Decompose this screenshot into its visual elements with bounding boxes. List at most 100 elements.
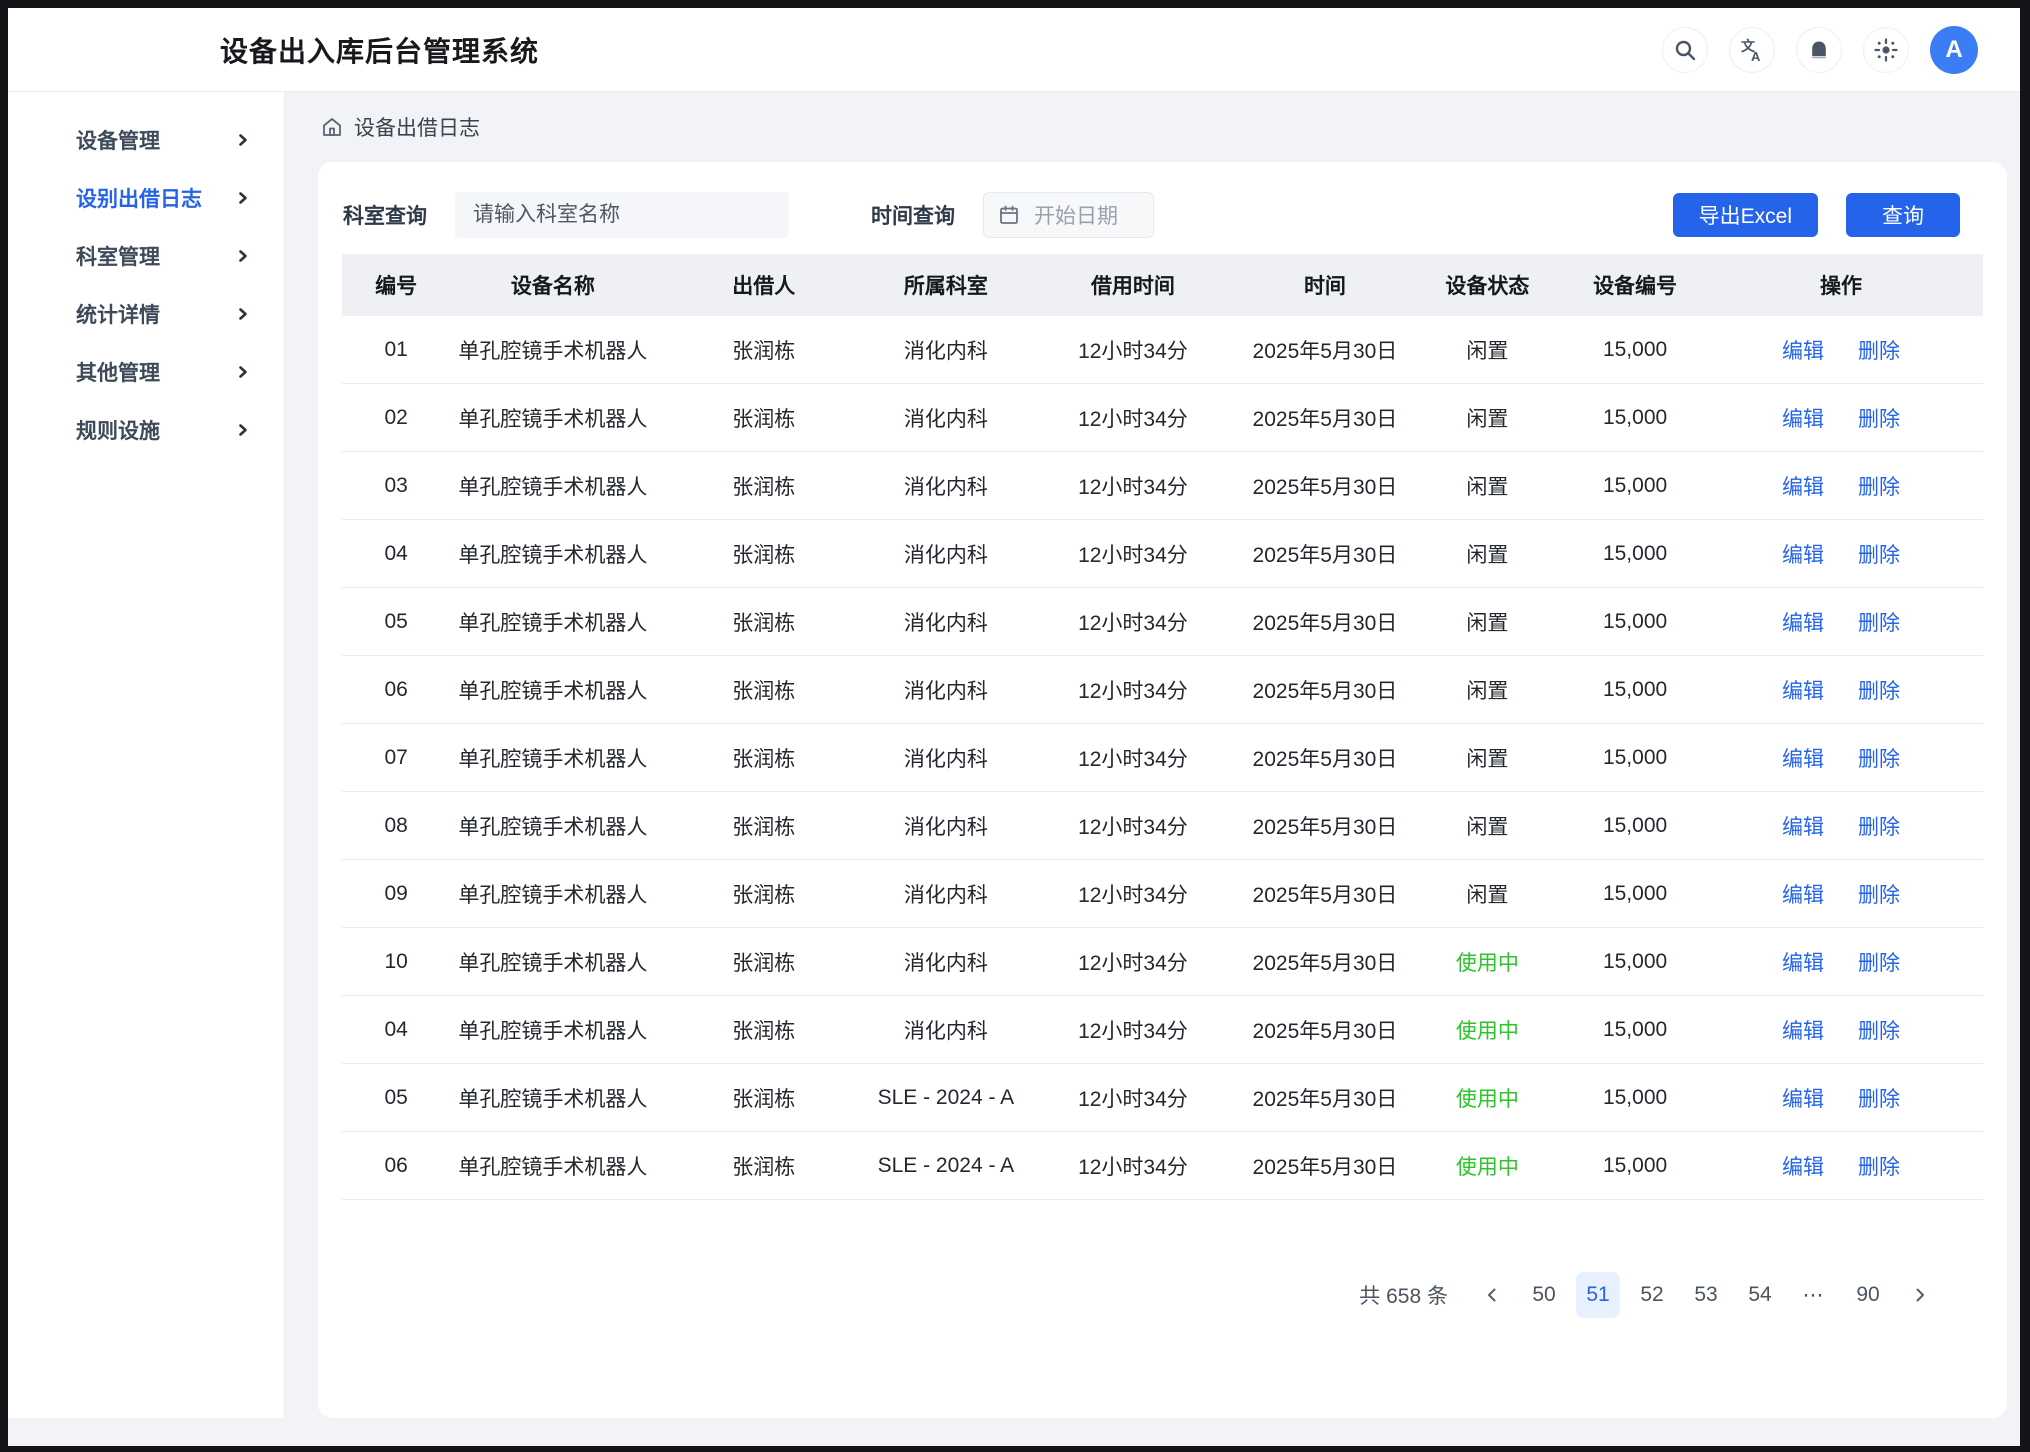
pagination-total: 共 658 条 [1359,1285,1448,1308]
delete-link[interactable]: 删除 [1858,951,1900,975]
cell-code: 15,000 [1602,541,1668,565]
sidebar-item-3[interactable]: 科室管理 [8,234,284,278]
home-icon[interactable] [320,115,344,139]
table-row: 05 单孔腔镜手术机器人 张润栋 消化内科 12小时34分 2025年5月30日 闲置 15,… [342,588,1983,656]
delete-link[interactable]: 删除 [1858,339,1900,363]
delete-link[interactable]: 删除 [1858,475,1900,499]
edit-link[interactable]: 编辑 [1782,475,1824,499]
edit-link[interactable]: 编辑 [1782,951,1824,975]
cell-date: 2025年5月30日 [1252,611,1398,635]
edit-link[interactable]: 编辑 [1782,611,1824,635]
start-date-picker[interactable]: 开始日期 [983,192,1154,238]
sidebar-item-label: 规则设施 [76,420,160,443]
cell-dept: SLE - 2024 - A [877,1085,1015,1109]
delete-link[interactable]: 删除 [1858,1019,1900,1043]
chevron-right-icon [236,365,250,379]
delete-link[interactable]: 删除 [1858,883,1900,907]
edit-link[interactable]: 编辑 [1782,883,1824,907]
cell-code: 15,000 [1602,609,1668,633]
cell-dept: 消化内科 [903,1019,988,1043]
cell-id: 06 [384,677,408,701]
sidebar-item-label: 科室管理 [76,246,160,269]
bell-icon[interactable] [1796,26,1842,73]
cell-name: 单孔腔镜手术机器人 [458,1155,648,1179]
pagination-page-52[interactable]: 52 [1640,1283,1664,1306]
cell-lender: 张润栋 [732,815,796,839]
delete-link[interactable]: 删除 [1858,1155,1900,1179]
cell-id: 09 [384,881,408,905]
cell-code: 15,000 [1602,745,1668,769]
edit-link[interactable]: 编辑 [1782,407,1824,431]
pagination-page-90[interactable]: 90 [1856,1283,1880,1306]
edit-link[interactable]: 编辑 [1782,815,1824,839]
sidebar-item-2[interactable]: 设别出借日志 [8,176,284,220]
table-row: 10 单孔腔镜手术机器人 张润栋 消化内科 12小时34分 2025年5月30日 使用中 15… [342,928,1983,996]
pagination-page-50[interactable]: 50 [1532,1283,1556,1306]
cell-status: 闲置 [1466,543,1509,567]
delete-link[interactable]: 删除 [1858,679,1900,703]
column-header-actions: 操作 [1820,275,1862,298]
pagination-ellipsis: ⋯ [1802,1283,1826,1307]
cell-name: 单孔腔镜手术机器人 [458,815,648,839]
sidebar-item-1[interactable]: 设备管理 [8,118,284,162]
edit-link[interactable]: 编辑 [1782,747,1824,771]
cell-actions: 编辑 删除 [1699,743,1983,773]
dept-search-input[interactable] [455,192,789,238]
cell-duration: 12小时34分 [1078,679,1188,703]
pagination-page-51[interactable]: 51 [1576,1272,1620,1318]
edit-link[interactable]: 编辑 [1782,1087,1824,1111]
delete-link[interactable]: 删除 [1858,1087,1900,1111]
settings-icon[interactable] [1863,26,1909,73]
cell-id: 06 [384,1153,408,1177]
pagination-next-icon[interactable] [1900,1272,1940,1318]
column-header-id: 编号 [375,275,418,298]
sidebar-item-label: 其他管理 [76,362,160,385]
main-content: 设备出借日志 科室查询 时间查询 开始日期 导出Excel 查询 [285,92,2020,1418]
sidebar-item-5[interactable]: 其他管理 [8,350,284,394]
delete-link[interactable]: 删除 [1858,407,1900,431]
cell-id: 02 [384,405,408,429]
cell-status: 使用中 [1455,951,1519,975]
cell-date: 2025年5月30日 [1252,883,1398,907]
cell-date: 2025年5月30日 [1252,679,1398,703]
cell-duration: 12小时34分 [1078,883,1188,907]
breadcrumb: 设备出借日志 [285,92,2020,162]
pagination-page-54[interactable]: 54 [1748,1283,1772,1306]
cell-duration: 12小时34分 [1078,407,1188,431]
cell-actions: 编辑 删除 [1699,607,1983,637]
svg-text:A: A [1751,49,1761,63]
edit-link[interactable]: 编辑 [1782,339,1824,363]
delete-link[interactable]: 删除 [1858,747,1900,771]
delete-link[interactable]: 删除 [1858,543,1900,567]
cell-lender: 张润栋 [732,1019,796,1043]
cell-date: 2025年5月30日 [1252,951,1398,975]
avatar[interactable]: A [1930,25,1978,74]
edit-link[interactable]: 编辑 [1782,679,1824,703]
cell-code: 15,000 [1602,1017,1668,1041]
delete-link[interactable]: 删除 [1858,815,1900,839]
cell-actions: 编辑 删除 [1699,471,1983,501]
pagination-page-53[interactable]: 53 [1694,1283,1718,1306]
pagination-prev-icon[interactable] [1472,1272,1512,1318]
sidebar-item-6[interactable]: 规则设施 [8,408,284,452]
edit-link[interactable]: 编辑 [1782,1019,1824,1043]
search-icon[interactable] [1662,26,1708,73]
cell-lender: 张润栋 [732,1087,796,1111]
edit-link[interactable]: 编辑 [1782,1155,1824,1179]
cell-status: 闲置 [1466,883,1509,907]
cell-dept: 消化内科 [903,815,988,839]
cell-duration: 12小时34分 [1078,543,1188,567]
cell-duration: 12小时34分 [1078,1087,1188,1111]
query-button[interactable]: 查询 [1846,193,1960,237]
sidebar-item-4[interactable]: 统计详情 [8,292,284,336]
table-row: 03 单孔腔镜手术机器人 张润栋 消化内科 12小时34分 2025年5月30日 闲置 15,… [342,452,1983,520]
edit-link[interactable]: 编辑 [1782,543,1824,567]
start-date-placeholder: 开始日期 [1034,205,1118,228]
calendar-icon [998,204,1020,226]
export-excel-button[interactable]: 导出Excel [1672,193,1818,237]
dept-query-label: 科室查询 [343,205,427,228]
breadcrumb-label: 设备出借日志 [354,117,480,140]
delete-link[interactable]: 删除 [1858,611,1900,635]
